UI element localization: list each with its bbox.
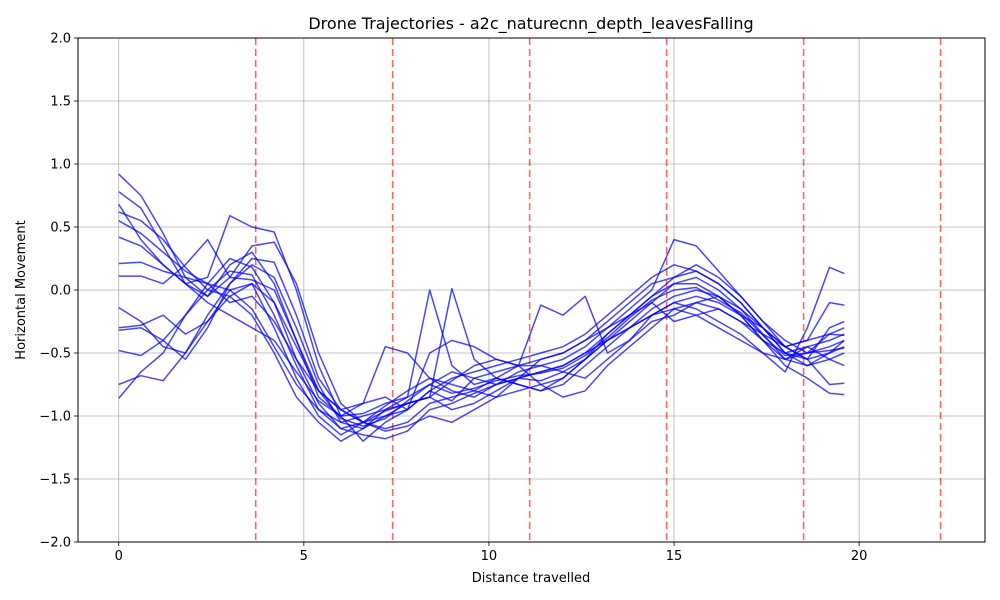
x-tick-label: 0 [115,549,123,564]
distance-markers [254,38,942,542]
x-tick-label: 10 [481,549,498,564]
trajectory-line [118,236,845,417]
y-tick-label: 0.5 [50,221,71,236]
trajectory-line [118,203,845,442]
x-tick-label: 15 [666,549,683,564]
y-tick-label: 1.5 [50,95,71,110]
trajectory-line [118,282,845,436]
y-tick-label: 2.0 [50,32,71,47]
y-tick-label: −1.5 [39,473,71,488]
y-tick-label: 0.0 [50,284,71,299]
trajectory-series [118,173,845,442]
y-tick-label: −0.5 [39,347,71,362]
x-axis-ticks: 0 5 10 15 20 [115,542,868,564]
chart-title: Drone Trajectories - a2c_naturecnn_depth… [308,14,753,34]
x-tick-label: 20 [851,549,868,564]
y-tick-label: −1.0 [39,410,71,425]
trajectory-line [118,211,845,427]
y-tick-label: 1.0 [50,158,71,173]
x-axis-label: Distance travelled [472,571,591,586]
x-tick-label: 5 [300,549,308,564]
trajectory-line [118,220,845,424]
y-tick-label: −2.0 [39,536,71,551]
y-axis-ticks: −2.0 −1.5 −1.0 −0.5 0.0 0.5 1.0 1.5 2.0 [39,32,78,551]
y-axis-label: Horizontal Movement [14,220,29,359]
trajectory-line [118,257,845,411]
